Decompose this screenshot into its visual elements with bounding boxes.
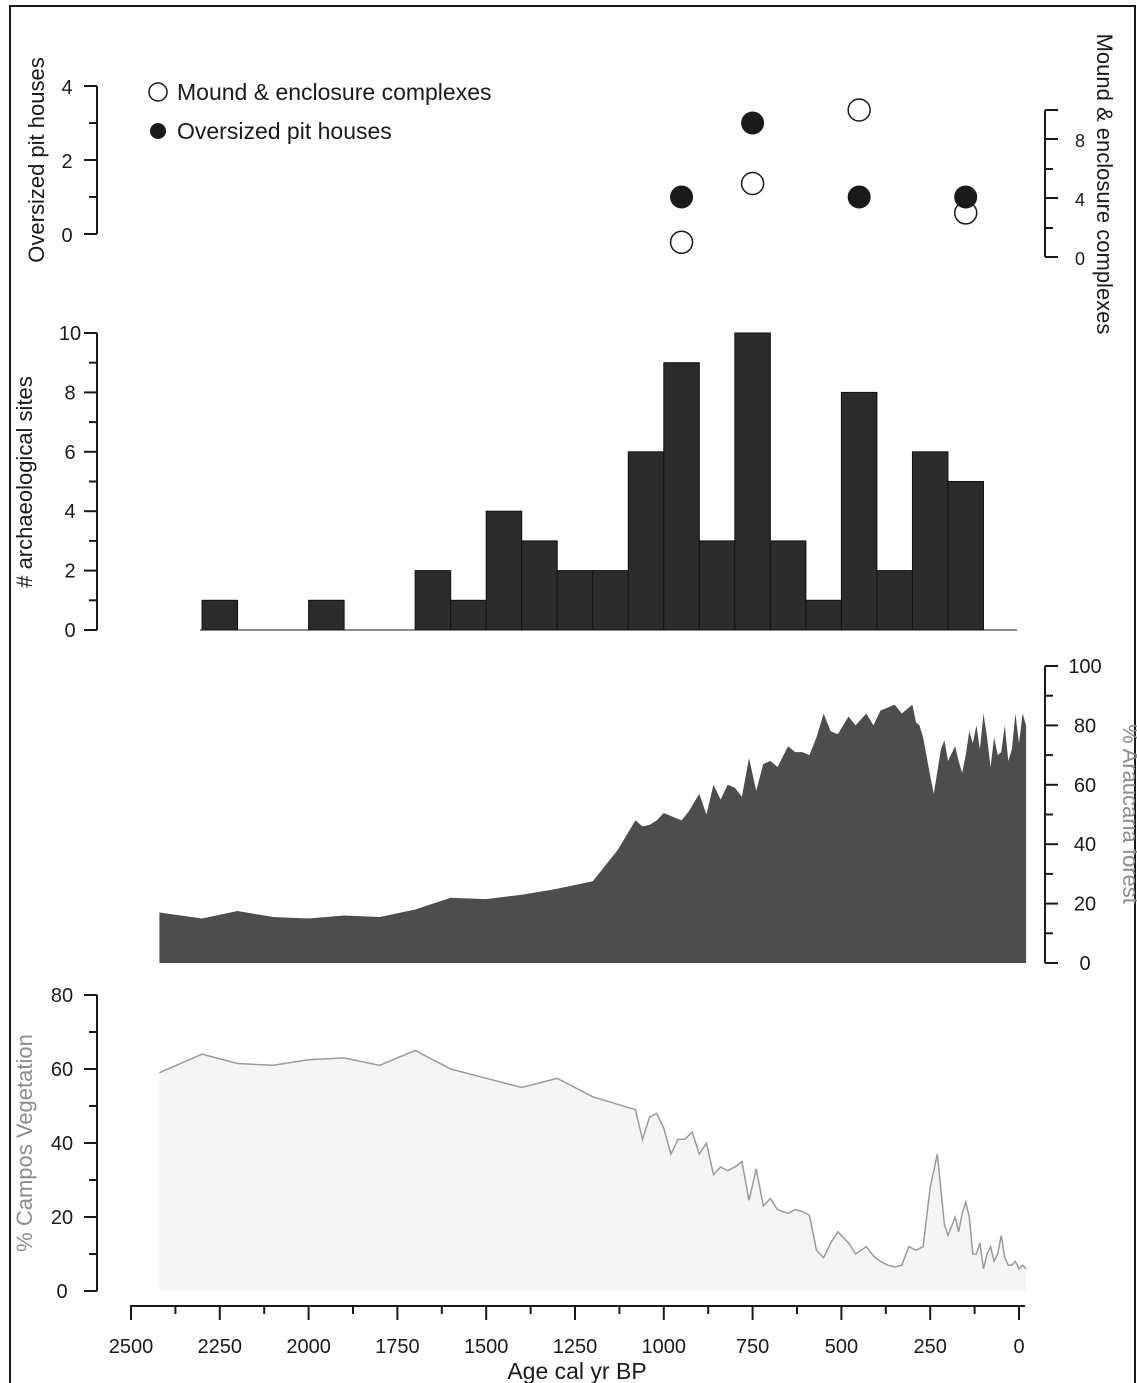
panel-archaeological-sites: 0 2 4 6 8 10 # archaeological sites	[12, 323, 1017, 642]
mound-point	[847, 98, 871, 122]
histogram-bar	[734, 332, 771, 631]
x-tick-label: 1750	[375, 1336, 420, 1358]
histogram-bar	[521, 540, 558, 631]
x-tick-label: 1000	[642, 1336, 687, 1358]
panel3-y-tick-label: 60	[1074, 775, 1096, 797]
histogram-bar	[769, 540, 807, 631]
legend-filled-circle-icon	[150, 123, 166, 139]
panel2-bars	[201, 332, 984, 631]
panel-araucaria-forest: 0 20 40 60 80 100 % Araucaria forest	[159, 656, 1137, 975]
x-axis-ticks: 2500 2250 2000 1750 1500 1250 1000 750 500 250 0	[109, 1306, 1025, 1358]
histogram-bar	[947, 481, 984, 631]
panel3-y-tick-label: 0	[1079, 953, 1090, 975]
histogram-bar	[592, 570, 629, 631]
panel4-y-tick-label: 80	[51, 985, 73, 1007]
pit-house-point	[670, 185, 694, 209]
histogram-bar	[450, 599, 487, 631]
panel2-y-tick-label: 6	[64, 442, 75, 464]
panel4-y-tick-label: 60	[51, 1059, 73, 1081]
panel2-y-tick-label: 4	[64, 501, 75, 523]
panel3-y-tick-label: 80	[1074, 715, 1096, 737]
panel3-y-axis-label: % Araucaria forest	[1118, 724, 1137, 904]
x-tick-label: 250	[914, 1336, 947, 1358]
histogram-bar	[485, 510, 523, 631]
panel-campos-vegetation: 0 20 40 60 80 % Campos Vegetation	[12, 985, 1027, 1303]
panel1-right-axis-label: Mound & enclosure complexes	[1092, 34, 1117, 335]
histogram-bar	[663, 362, 700, 631]
panel1-left-axis-label: Oversized pit houses	[24, 57, 49, 262]
x-axis-label: Age cal yr BP	[507, 1358, 646, 1383]
panel4-y-ticks: 0 20 40 60 80	[51, 985, 97, 1303]
campos-area	[159, 1050, 1027, 1291]
panel3-y-tick-label: 100	[1068, 656, 1101, 678]
panel1-right-tick-label: 4	[1075, 190, 1085, 210]
x-tick-label: 750	[736, 1336, 769, 1358]
x-axis: 2500 2250 2000 1750 1500 1250 1000 750 500 250 0 A…	[109, 1305, 1025, 1383]
x-tick-label: 1500	[464, 1336, 509, 1358]
mound-point	[740, 171, 765, 196]
panel1-left-tick-label: 0	[61, 225, 72, 247]
mound-point	[669, 230, 694, 255]
panel1-left-tick-label: 4	[61, 77, 72, 99]
panel1-right-tick-label: 0	[1075, 249, 1085, 269]
panel3-y-ticks: 0 20 40 60 80 100	[1045, 656, 1102, 975]
panel1-right-axis: 0 4 8 Mound & enclosure complexes	[1044, 34, 1117, 335]
panel1-legend: Mound & enclosure complexes Oversized pi…	[148, 79, 492, 144]
panel2-y-ticks: 0 2 4 6 8 10	[59, 323, 97, 642]
legend-open-circle-icon	[148, 82, 168, 102]
panel2-y-tick-label: 0	[64, 620, 75, 642]
histogram-bar	[627, 451, 665, 631]
histogram-bar	[414, 570, 452, 631]
panel3-y-tick-label: 20	[1074, 894, 1096, 916]
panel1-right-tick-label: 8	[1075, 131, 1085, 151]
panel2-y-tick-label: 10	[59, 323, 81, 345]
histogram-bar	[876, 570, 913, 631]
legend-label-mound: Mound & enclosure complexes	[177, 79, 492, 105]
panel2-y-tick-label: 2	[64, 561, 75, 583]
x-tick-label: 0	[1013, 1336, 1024, 1358]
legend-label-pit-houses: Oversized pit houses	[177, 118, 392, 144]
histogram-bar	[805, 599, 842, 631]
panel4-y-tick-label: 0	[56, 1281, 67, 1303]
panel4-y-axis-label: % Campos Vegetation	[12, 1034, 37, 1252]
panel2-y-tick-label: 8	[64, 382, 75, 404]
panel1-left-axis: 0 2 4 Oversized pit houses	[24, 57, 98, 263]
histogram-bar	[308, 599, 345, 631]
pit-house-point	[741, 111, 765, 135]
panel-settlement-features: 0 2 4 Oversized pit houses 0 4 8 Mound &…	[24, 34, 1117, 335]
campos-line	[159, 1049, 1027, 1271]
x-tick-label: 2000	[286, 1336, 331, 1358]
x-tick-label: 2250	[198, 1336, 243, 1358]
x-tick-label: 2500	[109, 1336, 154, 1358]
panel1-points	[669, 98, 978, 255]
histogram-bar	[840, 391, 878, 631]
x-tick-label: 1250	[553, 1336, 598, 1358]
pit-house-point	[954, 185, 978, 209]
araucaria-area	[159, 704, 1027, 963]
histogram-bar	[201, 599, 239, 631]
panel1-left-tick-label: 2	[61, 151, 72, 173]
panel2-y-axis-label: # archaeological sites	[12, 376, 37, 588]
histogram-bar	[698, 540, 736, 631]
pit-house-point	[847, 185, 871, 209]
histogram-bar	[556, 570, 594, 631]
x-tick-label: 500	[825, 1336, 858, 1358]
histogram-bar	[911, 451, 949, 631]
panel4-y-tick-label: 40	[51, 1133, 73, 1155]
panel4-y-tick-label: 20	[51, 1207, 73, 1229]
panel3-y-tick-label: 40	[1074, 834, 1096, 856]
